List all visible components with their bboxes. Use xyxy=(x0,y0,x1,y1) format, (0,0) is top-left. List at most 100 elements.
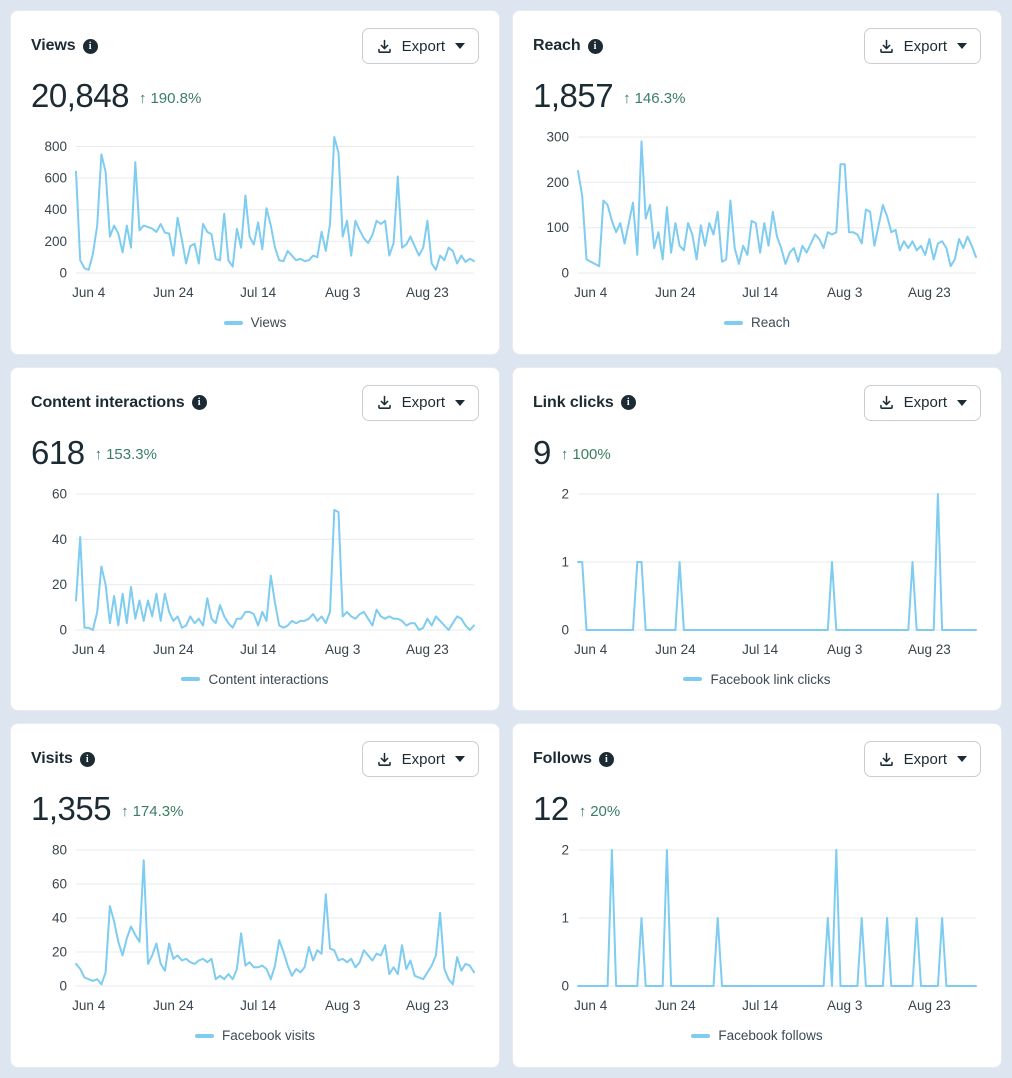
card-follows: Follows i Export 12 ↑ 20% 0 1 2 Jun 4 Jun 24… xyxy=(512,723,1002,1068)
info-icon[interactable]: i xyxy=(620,395,636,411)
export-label: Export xyxy=(903,750,947,768)
svg-text:80: 80 xyxy=(52,843,67,858)
info-icon[interactable]: i xyxy=(79,751,95,767)
line-chart[interactable]: 0 100 200 300 Jun 4 Jun 24 Jul 14 Aug 3 Aug 23 xyxy=(532,125,982,313)
metric-delta-value: 190.8% xyxy=(150,89,202,107)
info-icon[interactable]: i xyxy=(191,395,207,411)
card-title: Content interactions xyxy=(31,393,185,411)
download-icon xyxy=(377,752,391,766)
export-label: Export xyxy=(401,37,445,55)
card-title-group: Visits i xyxy=(31,750,95,768)
metric-value: 12 xyxy=(533,790,569,828)
card-content-interactions: Content interactions i Export 618 ↑ 153.… xyxy=(10,366,500,712)
svg-text:Jun 4: Jun 4 xyxy=(574,285,608,300)
metric-value: 1,355 xyxy=(31,790,112,828)
metric-delta-value: 153.3% xyxy=(106,446,157,464)
export-button[interactable]: Export xyxy=(863,384,981,421)
chart-legend: Reach xyxy=(533,315,981,330)
metric-delta: ↑ 174.3% xyxy=(121,803,183,820)
info-icon[interactable]: i xyxy=(598,751,614,767)
svg-text:Jul 14: Jul 14 xyxy=(240,285,277,300)
info-icon[interactable]: i xyxy=(587,38,603,54)
chevron-down-icon xyxy=(957,43,967,49)
chevron-down-icon xyxy=(957,399,967,406)
svg-text:Jun 24: Jun 24 xyxy=(153,642,194,657)
export-label: Export xyxy=(401,394,445,412)
insights-grid: Views i Export 20,848 ↑ 190.8% 0 200 400 60… xyxy=(10,10,1002,1068)
line-chart[interactable]: 0 200 400 600 800 Jun 4 Jun 24 Jul 14 Aug 3 Aug 2… xyxy=(30,125,480,313)
legend-label: Facebook visits xyxy=(221,1028,316,1044)
svg-text:Jun 24: Jun 24 xyxy=(153,285,194,300)
svg-text:Aug 23: Aug 23 xyxy=(406,642,449,657)
download-icon xyxy=(879,39,893,53)
export-label: Export xyxy=(903,37,947,55)
up-arrow-icon: ↑ xyxy=(560,446,569,464)
svg-text:Aug 23: Aug 23 xyxy=(406,998,449,1013)
svg-text:Aug 3: Aug 3 xyxy=(827,998,862,1013)
legend-label: Views xyxy=(250,315,287,330)
svg-text:0: 0 xyxy=(561,622,569,637)
card-title-group: Views i xyxy=(31,37,98,55)
legend-swatch xyxy=(223,320,243,325)
metric-row: 1,857 ↑ 146.3% xyxy=(533,77,981,115)
chart-legend: Facebook visits xyxy=(31,1028,479,1043)
card-title: Link clicks xyxy=(533,393,614,411)
export-button[interactable]: Export xyxy=(863,741,981,778)
svg-text:Jul 14: Jul 14 xyxy=(742,642,779,657)
legend-swatch xyxy=(683,677,703,682)
metric-delta-value: 100% xyxy=(572,446,611,464)
card-link-clicks: Link clicks i Export 9 ↑ 100% 0 1 2 Jun 4 Ju… xyxy=(512,366,1002,712)
card-header: Follows i Export xyxy=(533,741,981,778)
svg-text:2: 2 xyxy=(561,486,569,501)
svg-text:0: 0 xyxy=(59,979,67,994)
legend-label: Facebook follows xyxy=(718,1028,823,1044)
chart-legend: Views xyxy=(31,315,479,330)
chart-legend: Content interactions xyxy=(31,672,479,687)
legend-swatch xyxy=(181,677,201,682)
download-icon xyxy=(377,39,391,53)
metric-row: 9 ↑ 100% xyxy=(533,434,981,472)
svg-text:100: 100 xyxy=(546,220,569,235)
svg-text:20: 20 xyxy=(52,945,67,960)
up-arrow-icon: ↑ xyxy=(138,89,147,107)
svg-text:Aug 3: Aug 3 xyxy=(325,285,360,300)
svg-text:Aug 3: Aug 3 xyxy=(827,285,862,300)
up-arrow-icon: ↑ xyxy=(94,446,103,464)
legend-label: Reach xyxy=(750,315,791,330)
svg-text:600: 600 xyxy=(44,171,67,186)
line-chart[interactable]: 0 20 40 60 80 Jun 4 Jun 24 Jul 14 Aug 3 Aug 23 xyxy=(30,838,480,1026)
metric-delta-value: 174.3% xyxy=(132,802,184,820)
up-arrow-icon: ↑ xyxy=(623,89,631,107)
metric-value: 1,857 xyxy=(533,77,614,114)
export-button[interactable]: Export xyxy=(361,384,479,421)
metric-delta: ↑ 100% xyxy=(561,446,611,463)
export-button[interactable]: Export xyxy=(361,28,479,64)
legend-swatch xyxy=(194,1033,214,1038)
metric-value: 20,848 xyxy=(31,77,129,114)
line-chart[interactable]: 0 20 40 60 Jun 4 Jun 24 Jul 14 Aug 3 Aug 23 xyxy=(30,482,480,670)
info-icon[interactable]: i xyxy=(82,38,98,54)
download-icon xyxy=(879,752,893,766)
card-views: Views i Export 20,848 ↑ 190.8% 0 200 400 60… xyxy=(10,10,500,355)
chevron-down-icon xyxy=(455,43,465,49)
svg-text:60: 60 xyxy=(52,486,67,501)
card-title: Visits xyxy=(31,750,73,768)
export-button[interactable]: Export xyxy=(361,741,479,778)
export-button[interactable]: Export xyxy=(863,28,981,64)
line-chart[interactable]: 0 1 2 Jun 4 Jun 24 Jul 14 Aug 3 Aug 23 xyxy=(532,482,982,670)
chevron-down-icon xyxy=(455,756,465,763)
card-reach: Reach i Export 1,857 ↑ 146.3% 0 100 200 300… xyxy=(512,10,1002,355)
svg-text:Jun 24: Jun 24 xyxy=(153,998,194,1013)
line-chart[interactable]: 0 1 2 Jun 4 Jun 24 Jul 14 Aug 3 Aug 23 xyxy=(532,838,982,1026)
svg-text:Jun 4: Jun 4 xyxy=(574,642,608,657)
up-arrow-icon: ↑ xyxy=(578,802,587,820)
svg-text:0: 0 xyxy=(561,979,569,994)
svg-text:0: 0 xyxy=(59,622,67,637)
svg-text:Jul 14: Jul 14 xyxy=(240,998,277,1013)
svg-text:60: 60 xyxy=(52,877,67,892)
card-title-group: Follows i xyxy=(533,750,614,768)
svg-text:Jul 14: Jul 14 xyxy=(742,998,779,1013)
metric-delta-value: 20% xyxy=(590,802,621,820)
card-header: Visits i Export xyxy=(31,741,479,778)
metric-row: 1,355 ↑ 174.3% xyxy=(31,790,479,828)
